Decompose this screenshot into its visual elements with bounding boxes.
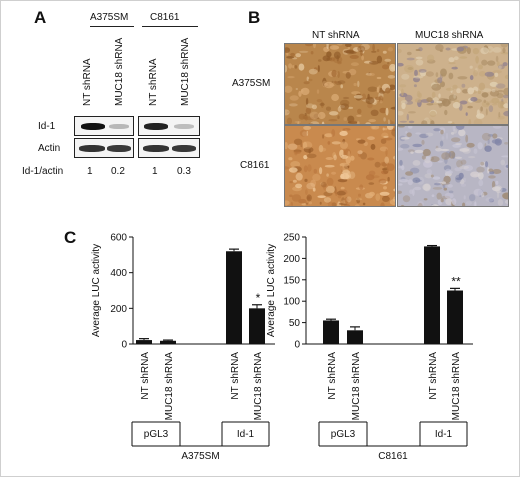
chart-a375sm-category-label-0: NT shRNA: [140, 352, 151, 400]
chart-a375sm-ytick-label-1: 200: [110, 304, 127, 315]
chart-a375sm-category-label-2: NT shRNA: [230, 352, 241, 400]
ihc-image-c8161-nt: [284, 125, 396, 207]
chart-a375sm-cell-line-label: A375SM: [181, 451, 219, 462]
chart-c8161-ytick-label-2: 100: [283, 297, 300, 308]
chart-a375sm-bar-2: [226, 251, 242, 344]
chart-c8161-cell-line-label: C8161: [378, 451, 408, 462]
chart-a375sm-ytick-label-3: 600: [110, 233, 127, 244]
ihc-row-label-a375sm: A375SM: [232, 78, 271, 89]
chart-c8161-group-label-0: pGL3: [331, 429, 356, 440]
cell-line-rule-a375sm: [90, 26, 134, 27]
chart-c8161-ylabel: Average LUC activity: [266, 244, 277, 337]
band-actin-nt-a375sm: [79, 145, 105, 152]
band-id1-nt-c8161: [144, 123, 168, 130]
band-actin-muc18-c8161: [172, 145, 196, 152]
ihc-column-label-muc18: MUC18 shRNA: [415, 30, 484, 41]
chart-a375sm-bar-1: [160, 340, 176, 344]
cell-line-label-c8161: C8161: [150, 12, 180, 23]
band-id1-muc18-c8161: [174, 124, 194, 129]
chart-a375sm-ytick-label-0: 0: [121, 340, 127, 351]
chart-c8161-ytick-label-5: 250: [283, 233, 300, 244]
blot-actin-c8161: [138, 138, 200, 158]
chart-c8161-bar-2: [424, 246, 440, 344]
band-actin-muc18-a375sm: [107, 145, 131, 152]
ihc-texture-a375sm-muc18: [398, 44, 508, 124]
ratio-value-1: 1: [87, 166, 93, 177]
chart-a375sm-category-label-1: MUC18 shRNA: [164, 352, 175, 421]
ihc-row-label-c8161: C8161: [240, 160, 270, 171]
ihc-texture-c8161-nt: [285, 126, 395, 206]
band-id1-muc18-a375sm: [109, 124, 129, 129]
chart-c8161-category-label-2: NT shRNA: [428, 352, 439, 400]
band-actin-nt-c8161: [143, 145, 169, 152]
row-label-id1: Id-1: [38, 121, 56, 132]
chart-a375sm-category-label-3: MUC18 shRNA: [253, 352, 264, 421]
chart-c8161-group-label-1: Id-1: [435, 429, 453, 440]
ratio-value-4: 0.3: [177, 166, 191, 177]
chart-c8161-ytick-label-4: 200: [283, 254, 300, 265]
chart-a375sm-ylabel: Average LUC activity: [91, 244, 102, 337]
ratio-label: Id-1/actin: [22, 166, 64, 177]
chart-c8161-ytick-label-0: 0: [294, 340, 300, 351]
row-label-actin: Actin: [38, 143, 61, 154]
ihc-column-label-nt: NT shRNA: [312, 30, 360, 41]
chart-c8161-ytick-label-1: 50: [289, 318, 301, 329]
chart-c8161-ytick-label-3: 150: [283, 275, 300, 286]
ihc-image-c8161-muc18: [397, 125, 509, 207]
cell-line-rule-c8161: [142, 26, 198, 27]
ihc-image-a375sm-muc18: [397, 43, 509, 125]
chart-c8161-category-label-3: MUC18 shRNA: [451, 352, 462, 421]
chart-c8161-bar-0: [323, 320, 339, 344]
panel-c-letter: C: [64, 228, 77, 247]
blot-actin-a375sm: [74, 138, 134, 158]
chart-c8161-significance-3: **: [451, 274, 461, 288]
chart-a375sm-bar-3: [249, 308, 265, 344]
chart-a375sm-group-label-1: Id-1: [237, 429, 255, 440]
band-id1-nt-a375sm: [81, 123, 105, 130]
ratio-value-3: 1: [152, 166, 158, 177]
blot-id1-a375sm: [74, 116, 134, 136]
chart-a375sm-significance-3: *: [256, 291, 261, 305]
chart-c8161-bar-3: [447, 290, 463, 344]
panel-b-letter: B: [248, 8, 261, 27]
chart-a375sm-group-label-0: pGL3: [144, 429, 169, 440]
chart-c8161-category-label-0: NT shRNA: [327, 352, 338, 400]
ihc-image-a375sm-nt: [284, 43, 396, 125]
ihc-texture-c8161-muc18: [398, 126, 508, 206]
chart-c8161-bar-1: [347, 330, 363, 344]
blot-id1-c8161: [138, 116, 200, 136]
panel-a-letter: A: [34, 8, 47, 27]
ratio-value-2: 0.2: [111, 166, 125, 177]
chart-a375sm-bar-0: [136, 340, 152, 344]
chart-a375sm-ytick-label-2: 400: [110, 268, 127, 279]
cell-line-label-a375sm: A375SM: [90, 12, 129, 23]
ihc-texture-a375sm-nt: [285, 44, 395, 124]
chart-c8161-category-label-1: MUC18 shRNA: [351, 352, 362, 421]
